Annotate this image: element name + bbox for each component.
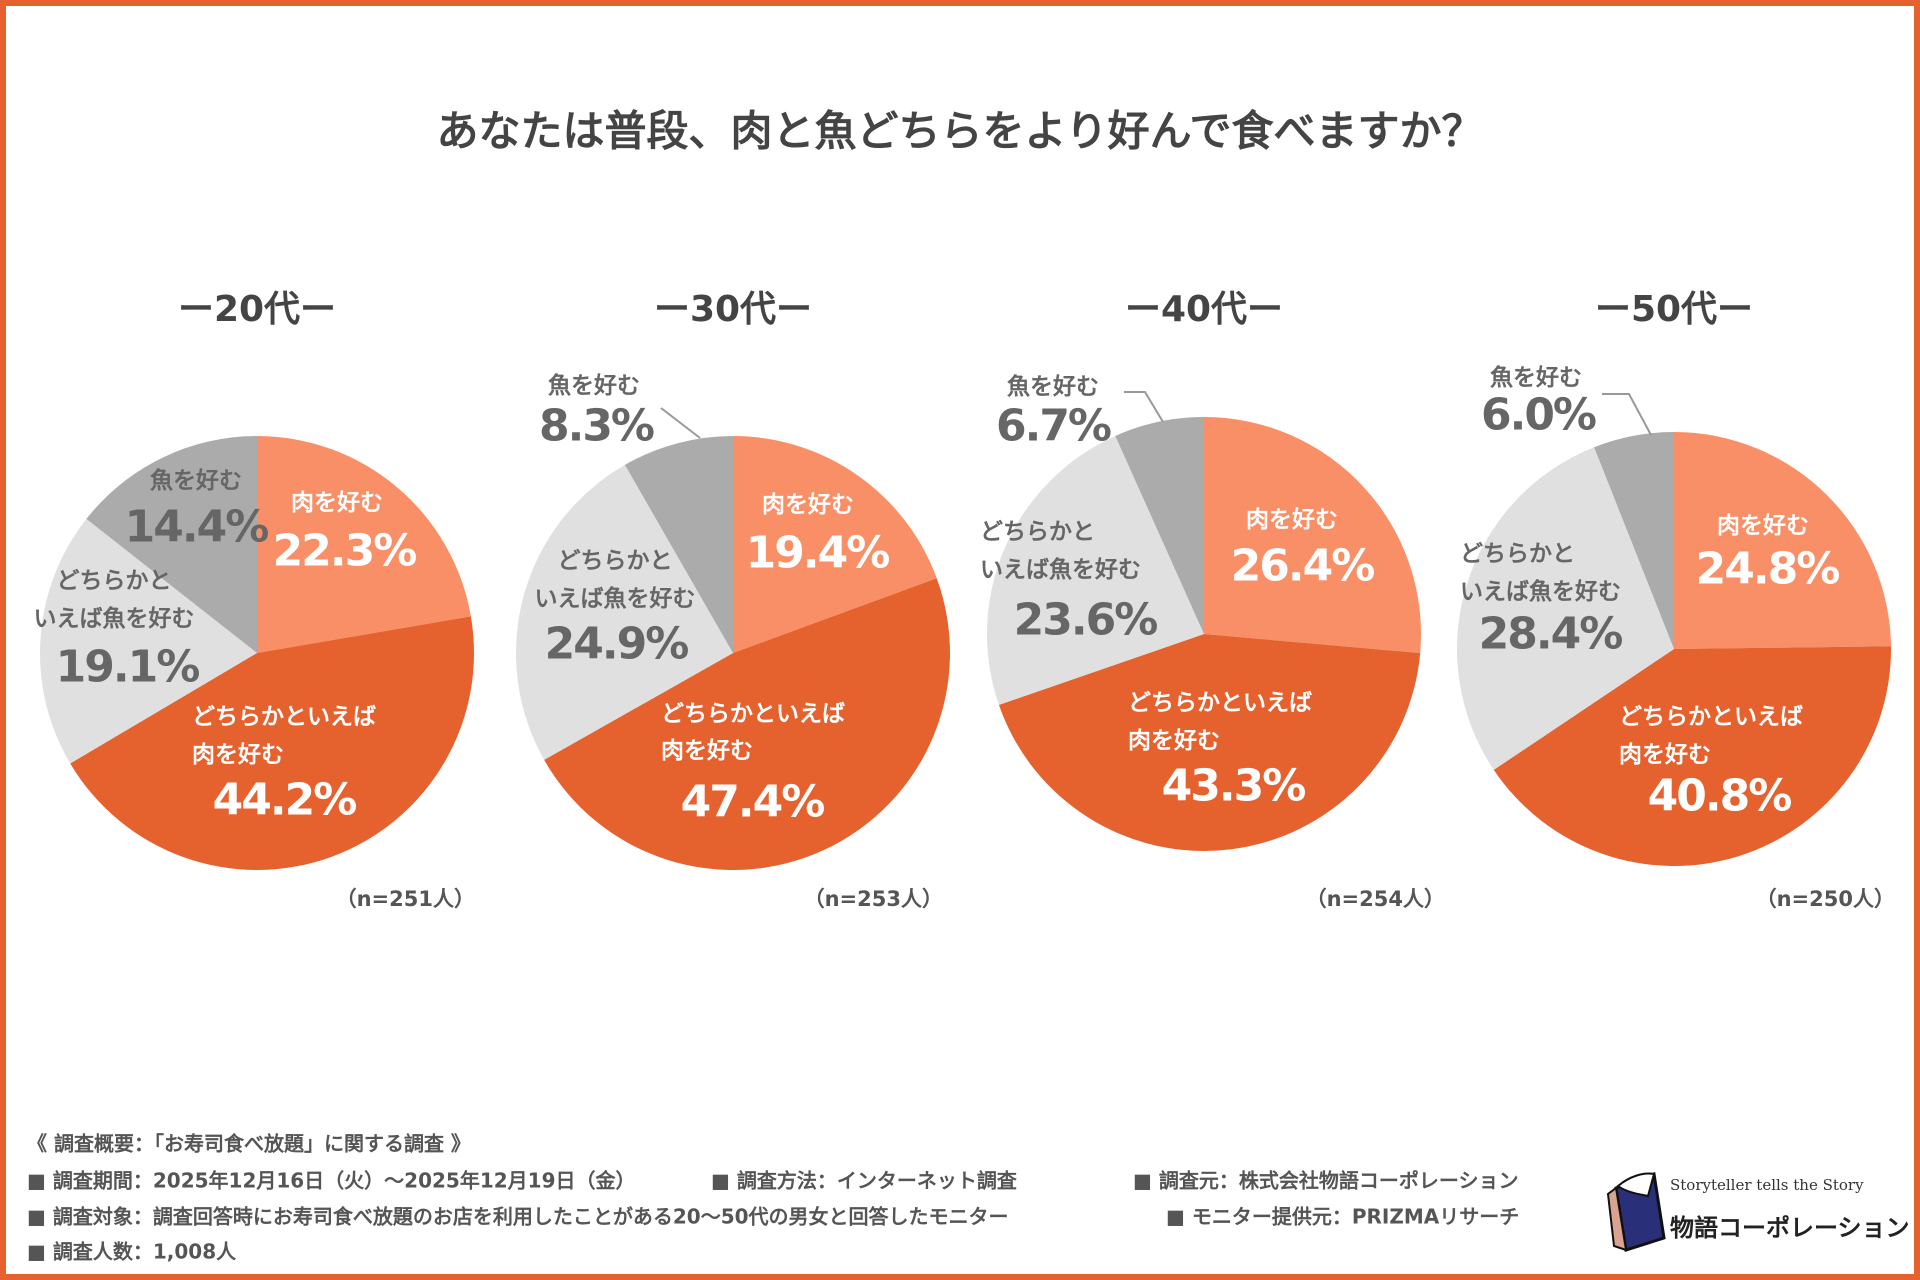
label-leaning-fish: いえば魚を好む: [1460, 579, 1621, 605]
label-leaning-fish: いえば魚を好む: [980, 557, 1141, 583]
pie-slice-meat: [1204, 417, 1421, 654]
leader-line: [1602, 393, 1652, 436]
value-meat: 24.8%: [1695, 543, 1841, 595]
label-leaning-meat: 肉を好む: [661, 738, 753, 764]
value-leaning-fish: 28.4%: [1478, 608, 1624, 660]
value-fish: 6.0%: [1480, 389, 1597, 441]
pie-slice-leaning-fish: [1457, 447, 1674, 770]
value-leaning-meat: 40.8%: [1647, 770, 1793, 822]
label-meat: 肉を好む: [1717, 513, 1809, 539]
sample-size: （n=251人）: [335, 887, 475, 911]
pie-slice-fish: [86, 436, 257, 653]
age-group-title: ー20代ー: [177, 289, 337, 330]
label-leaning-meat: どちらかといえば: [192, 704, 376, 730]
value-leaning-fish: 23.6%: [1013, 594, 1159, 646]
label-leaning-meat: 肉を好む: [1128, 728, 1220, 754]
value-fish: 8.3%: [538, 400, 655, 452]
book-icon: [1606, 1171, 1666, 1252]
pie-slice-leaning-meat: [998, 634, 1421, 852]
survey-monitor: ■ モニター提供元：PRIZMAリサーチ: [1166, 1204, 1520, 1229]
value-leaning-fish: 19.1%: [55, 641, 201, 693]
label-leaning-fish: どちらかと: [980, 519, 1095, 545]
survey-method: ■ 調査方法：インターネット調査: [711, 1168, 1017, 1193]
value-leaning-meat: 47.4%: [680, 776, 826, 828]
survey-source: ■ 調査元：株式会社物語コーポレーション: [1133, 1168, 1519, 1193]
label-leaning-fish: どちらかと: [56, 568, 172, 594]
logo-name: 物語コーポレーション: [1670, 1214, 1910, 1242]
pie-slice-meat: [1674, 432, 1891, 649]
label-fish: 魚を好む: [1490, 365, 1582, 391]
value-meat: 26.4%: [1230, 540, 1376, 592]
survey-heading: 《 調査概要：「お寿司食べ放題」に関する調査 》: [27, 1131, 471, 1156]
label-leaning-fish: いえば魚を好む: [534, 586, 696, 612]
label-fish: 魚を好む: [1007, 374, 1099, 400]
label-meat: 肉を好む: [1246, 507, 1338, 533]
pie-slice-meat: [257, 436, 471, 653]
pie-slice-fish: [1594, 432, 1674, 649]
pie-slice-fish: [624, 436, 733, 653]
label-leaning-meat: どちらかといえば: [1619, 704, 1803, 730]
label-leaning-fish: どちらかと: [557, 548, 673, 574]
survey-count: ■ 調査人数：1,008人: [27, 1239, 237, 1264]
leader-line: [1124, 391, 1164, 423]
sample-size: （n=250人）: [1755, 887, 1895, 911]
label-fish: 魚を好む: [548, 373, 640, 399]
pie-slice-fish: [1115, 417, 1204, 634]
value-leaning-fish: 24.9%: [544, 618, 690, 670]
pie-slice-leaning-meat: [70, 616, 474, 870]
survey-target: ■ 調査対象：調査回答時にお寿司食べ放題のお店を利用したことがある20～50代の…: [27, 1204, 1009, 1229]
pie-slice-meat: [733, 436, 937, 653]
survey-period: ■ 調査期間：2025年12月16日（火）～2025年12月19日（金）: [27, 1168, 636, 1193]
label-leaning-fish: いえば魚を好む: [33, 606, 195, 632]
value-meat: 19.4%: [745, 527, 891, 579]
age-group-title: ー50代ー: [1594, 289, 1754, 330]
label-leaning-meat: 肉を好む: [192, 742, 284, 768]
pie-slice-leaning-fish: [987, 435, 1204, 705]
label-meat: 肉を好む: [762, 492, 854, 518]
logo-tagline: Storyteller tells the Story: [1670, 1176, 1864, 1194]
sample-size: （n=253人）: [803, 887, 943, 911]
label-fish: 魚を好む: [150, 468, 242, 494]
chart-title: あなたは普段、肉と魚どちらをより好んで食べますか？: [436, 106, 1484, 156]
label-leaning-meat: 肉を好む: [1619, 742, 1711, 768]
company-logo: Storyteller tells the Story 物語コーポレーション: [1604, 1168, 1910, 1252]
value-fish: 14.4%: [124, 501, 270, 553]
label-leaning-fish: どちらかと: [1460, 541, 1575, 567]
pie-slice-leaning-fish: [39, 518, 257, 764]
pie-slice-leaning-fish: [516, 464, 733, 760]
leader-line: [660, 407, 701, 439]
sample-size: （n=254人）: [1305, 887, 1445, 911]
value-meat: 22.3%: [272, 525, 418, 577]
value-leaning-meat: 44.2%: [212, 774, 358, 826]
label-leaning-meat: どちらかといえば: [1128, 690, 1312, 716]
age-group-title: ー30代ー: [653, 289, 813, 330]
label-meat: 肉を好む: [291, 490, 383, 516]
value-leaning-meat: 43.3%: [1161, 760, 1307, 812]
label-leaning-meat: どちらかといえば: [661, 701, 845, 727]
age-group-title: ー40代ー: [1124, 289, 1284, 330]
value-fish: 6.7%: [995, 400, 1112, 452]
pie-slice-leaning-meat: [544, 578, 951, 871]
pie-slice-leaning-meat: [1493, 646, 1891, 866]
